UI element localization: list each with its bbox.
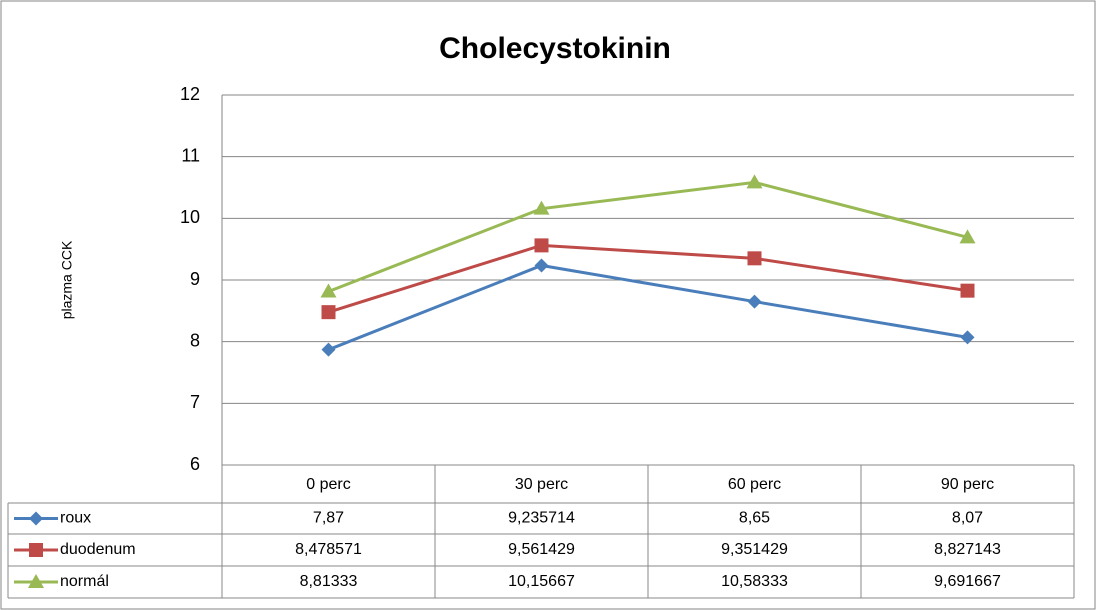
x-tick-label: 0 perc xyxy=(306,476,350,493)
data-label: 7,87 xyxy=(313,510,344,527)
legend-label: roux xyxy=(60,510,91,527)
series-line xyxy=(327,263,968,352)
data-label: 8,81333 xyxy=(300,573,358,590)
y-tick-label: 6 xyxy=(190,454,200,474)
marker xyxy=(533,200,550,215)
marker xyxy=(960,330,975,345)
x-tick-label: 90 perc xyxy=(941,476,994,493)
data-label: 8,478571 xyxy=(295,541,362,558)
marker xyxy=(747,294,762,309)
marker xyxy=(747,251,762,266)
y-tick-label: 9 xyxy=(190,269,200,289)
data-label: 8,65 xyxy=(739,510,770,527)
y-tick-label: 10 xyxy=(180,207,200,227)
marker xyxy=(321,342,336,357)
data-label: 10,15667 xyxy=(508,573,575,590)
marker xyxy=(534,238,549,253)
x-tick-label: 60 perc xyxy=(728,476,781,493)
marker xyxy=(959,229,976,244)
y-tick-label: 7 xyxy=(190,392,200,412)
data-label: 8,07 xyxy=(952,510,983,527)
marker xyxy=(321,305,336,320)
chart-title: Cholecystokinin xyxy=(439,32,671,65)
legend-marker xyxy=(29,511,43,526)
marker xyxy=(960,283,975,298)
marker xyxy=(746,174,763,189)
data-label: 9,235714 xyxy=(508,510,575,527)
data-label: 8,827143 xyxy=(934,541,1001,558)
series-line xyxy=(327,180,968,293)
data-label: 9,351429 xyxy=(721,541,788,558)
y-tick-label: 11 xyxy=(181,145,200,165)
marker xyxy=(320,283,337,298)
series-line xyxy=(328,243,968,314)
data-label: 9,691667 xyxy=(934,573,1001,590)
x-tick-label: 30 perc xyxy=(515,476,568,493)
y-tick-label: 8 xyxy=(190,330,200,350)
y-axis-label: plazma CCK xyxy=(59,240,75,319)
legend-label: normál xyxy=(60,573,109,590)
legend-marker xyxy=(28,574,44,588)
data-label: 10,58333 xyxy=(721,573,788,590)
data-label: 9,561429 xyxy=(508,541,575,558)
marker xyxy=(534,258,549,273)
legend-marker xyxy=(29,543,43,557)
y-tick-label: 12 xyxy=(180,84,200,104)
legend-label: duodenum xyxy=(60,541,136,558)
